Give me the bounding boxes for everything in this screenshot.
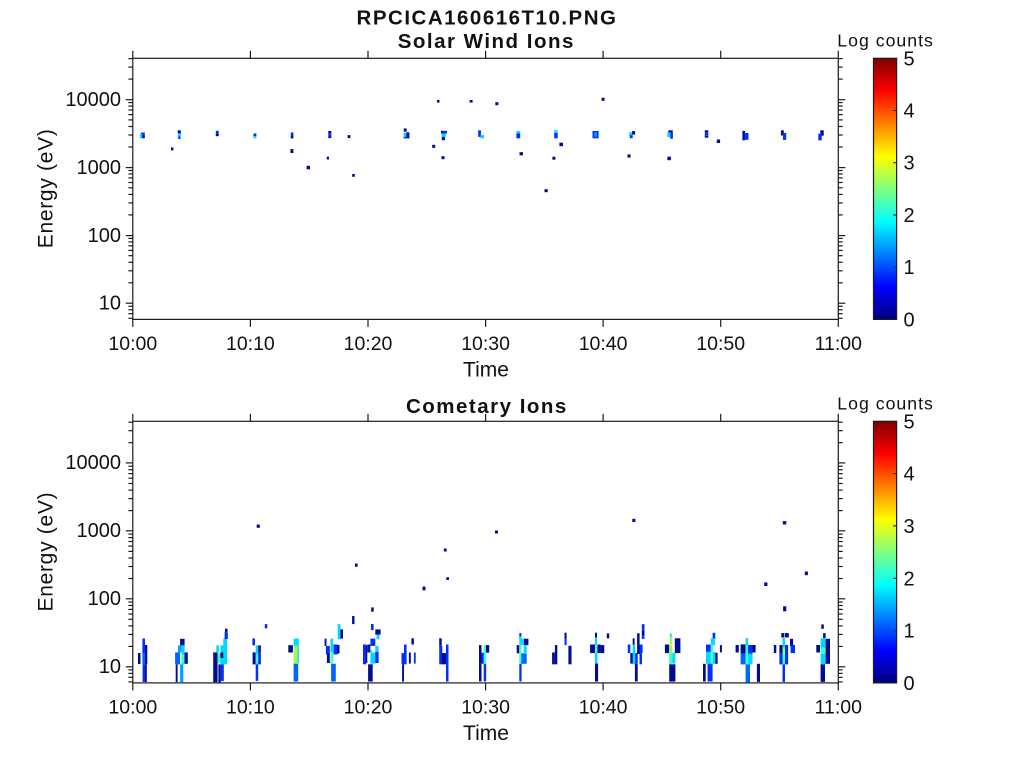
svg-text:11:00: 11:00 — [815, 333, 863, 355]
svg-text:1000: 1000 — [77, 157, 122, 179]
svg-text:Time: Time — [463, 722, 509, 745]
svg-text:Solar Wind Ions: Solar Wind Ions — [398, 30, 575, 53]
svg-text:0: 0 — [904, 673, 915, 695]
svg-text:0: 0 — [904, 309, 915, 331]
svg-text:10:30: 10:30 — [461, 333, 510, 355]
svg-text:10000: 10000 — [65, 452, 121, 474]
svg-text:10:10: 10:10 — [226, 333, 275, 355]
svg-text:2: 2 — [904, 568, 915, 590]
svg-text:Log counts: Log counts — [837, 31, 934, 51]
svg-text:10:20: 10:20 — [344, 697, 393, 719]
svg-text:10:20: 10:20 — [344, 333, 393, 355]
svg-text:10:00: 10:00 — [108, 333, 157, 355]
svg-text:100: 100 — [88, 225, 121, 247]
svg-text:Energy (eV): Energy (eV) — [34, 128, 57, 248]
svg-text:4: 4 — [904, 101, 915, 123]
svg-text:1000: 1000 — [77, 520, 122, 542]
svg-text:3: 3 — [904, 153, 915, 175]
svg-text:10:50: 10:50 — [696, 697, 745, 719]
svg-text:10: 10 — [99, 656, 121, 678]
svg-text:10:40: 10:40 — [579, 697, 628, 719]
svg-text:5: 5 — [904, 411, 915, 433]
svg-text:10:00: 10:00 — [108, 697, 157, 719]
svg-text:1: 1 — [904, 621, 915, 643]
svg-text:Energy (eV): Energy (eV) — [35, 492, 58, 612]
svg-text:10: 10 — [99, 292, 121, 314]
svg-text:3: 3 — [904, 516, 915, 538]
svg-text:100: 100 — [88, 588, 121, 610]
svg-text:Cometary Ions: Cometary Ions — [406, 395, 568, 418]
svg-text:10000: 10000 — [65, 89, 121, 111]
svg-text:Log counts: Log counts — [837, 394, 934, 414]
svg-text:10:30: 10:30 — [461, 697, 510, 719]
svg-text:5: 5 — [904, 48, 915, 70]
svg-text:1: 1 — [904, 257, 915, 279]
svg-text:Time: Time — [463, 358, 509, 381]
svg-text:2: 2 — [904, 205, 915, 227]
svg-text:4: 4 — [904, 464, 915, 486]
svg-text:10:40: 10:40 — [579, 333, 628, 355]
svg-text:10:50: 10:50 — [696, 333, 745, 355]
svg-text:10:10: 10:10 — [226, 697, 275, 719]
svg-text:11:00: 11:00 — [815, 697, 863, 719]
svg-text:RPCICA160616T10.PNG: RPCICA160616T10.PNG — [357, 6, 618, 29]
